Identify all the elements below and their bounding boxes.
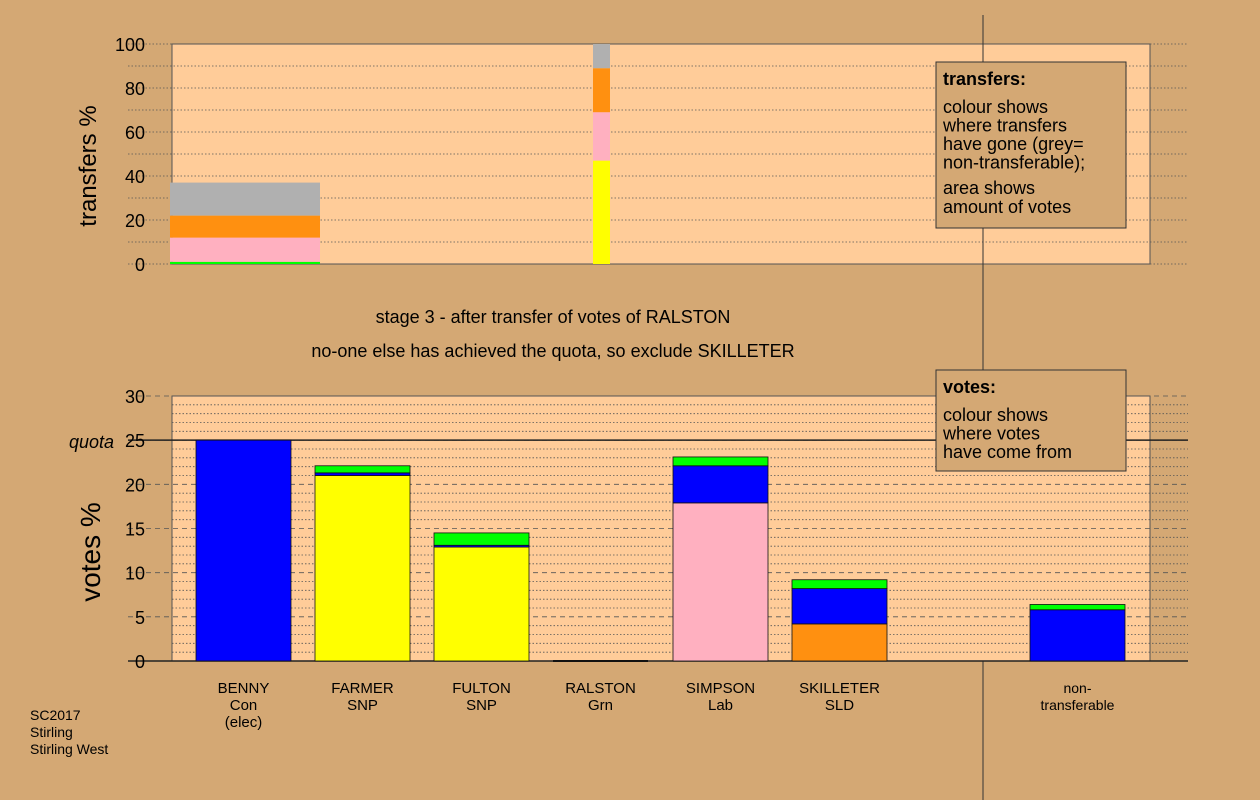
stage-action: no-one else has achieved the quota, so e… [311, 341, 794, 361]
candidate-label: FARMER [331, 680, 394, 697]
votes-y-tick: 0 [135, 652, 145, 672]
votes-candidate-labels: BENNYCon(elec)FARMERSNPFULTONSNPRALSTONG… [218, 680, 1115, 731]
votes-legend-box [935, 369, 1127, 472]
legend-line: colour shows [943, 97, 1048, 117]
vote-segment [672, 465, 769, 504]
transfer-segment [170, 237, 320, 262]
candidate-label: transferable [1041, 697, 1115, 713]
vote-segment [1029, 604, 1126, 611]
transfers-y-ticks: 0 20 40 60 80 100 [115, 35, 145, 275]
votes-y-tick: 5 [135, 608, 145, 628]
vote-segment [791, 623, 888, 662]
candidate-label: RALSTON [565, 680, 636, 697]
vote-segment [433, 532, 530, 546]
legend-line: where votes [942, 424, 1040, 444]
candidate-label: non- [1063, 680, 1091, 696]
transfer-segment [593, 44, 610, 69]
legend-line: non-transferable); [943, 153, 1085, 173]
candidate-label: BENNY [218, 680, 270, 697]
footer-ward: Stirling West [30, 741, 108, 757]
candidate-label: SNP [347, 697, 378, 714]
votes-legend-title: votes: [943, 377, 996, 397]
votes-y-tick: 15 [125, 520, 145, 540]
votes-y-tick: 25 [125, 431, 145, 451]
legend-line: where transfers [942, 116, 1067, 136]
candidate-label: (elec) [225, 714, 263, 731]
legend-line: have gone (grey= [943, 134, 1084, 154]
transfers-y-tick: 100 [115, 35, 145, 55]
legend-line: amount of votes [943, 197, 1071, 217]
vote-segment [672, 456, 769, 467]
vote-segment [433, 546, 530, 662]
transfers-y-tick: 40 [125, 167, 145, 187]
transfers-y-tick: 0 [135, 255, 145, 275]
candidate-label: SKILLETER [799, 680, 880, 697]
footer-council: Stirling [30, 724, 73, 740]
stage-title: stage 3 - after transfer of votes of RAL… [376, 307, 731, 327]
votes-y-ticks: 0 5 10 15 20 25 30 [125, 387, 145, 672]
legend-line: have come from [943, 442, 1072, 462]
vote-segment [1029, 609, 1126, 662]
transfer-segment [170, 261, 320, 264]
vote-segment [195, 439, 292, 662]
vote-segment [314, 475, 411, 662]
vote-segment [791, 588, 888, 625]
candidate-label: Con [230, 697, 258, 714]
legend-line: area shows [943, 178, 1035, 198]
candidate-label: Lab [708, 697, 733, 714]
transfer-segment [170, 215, 320, 238]
legend-line: colour shows [943, 405, 1048, 425]
votes-y-tick: 10 [125, 564, 145, 584]
transfers-y-tick: 80 [125, 79, 145, 99]
transfer-segment [170, 182, 320, 216]
candidate-label: Grn [588, 697, 613, 714]
transfer-segment [593, 112, 610, 161]
transfers-legend-box [935, 61, 1127, 229]
transfers-y-tick: 60 [125, 123, 145, 143]
votes-bars [195, 439, 1126, 662]
votes-y-tick: 20 [125, 475, 145, 495]
candidate-label: SIMPSON [686, 680, 755, 697]
transfers-y-tick: 20 [125, 211, 145, 231]
transfers-legend-title: transfers: [943, 69, 1026, 89]
candidate-label: SLD [825, 697, 854, 714]
votes-y-axis-label: votes % [75, 502, 106, 602]
vote-segment [314, 465, 411, 474]
transfer-segment [593, 68, 610, 113]
vote-segment [672, 502, 769, 662]
candidate-label: FULTON [452, 680, 511, 697]
transfers-bars [170, 44, 610, 264]
vote-segment [791, 579, 888, 589]
transfers-y-axis-label: transfers % [75, 105, 102, 226]
transfer-segment [593, 160, 610, 264]
candidate-label: SNP [466, 697, 497, 714]
quota-label: quota [69, 432, 114, 452]
votes-y-tick: 30 [125, 387, 145, 407]
footer-election: SC2017 [30, 707, 81, 723]
